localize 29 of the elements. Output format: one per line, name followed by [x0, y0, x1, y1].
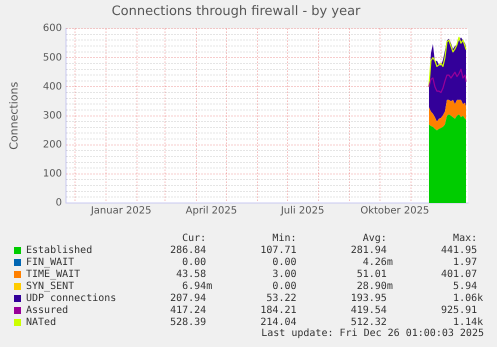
chart-title: Connections through firewall - by year	[112, 4, 362, 20]
y-axis-title: Connections	[7, 82, 20, 150]
legend-label: Established	[26, 244, 94, 256]
legend-label: TIME_WAIT	[26, 268, 82, 280]
text: 528.39 214.04 512.32 1.14k	[169, 316, 484, 328]
text: 0.00 0.00 4.26m 1.97	[181, 256, 478, 268]
text: Last update: Fri Dec 26 01:00:03 2025	[261, 328, 484, 339]
x-tick-label: April 2025	[186, 206, 238, 217]
legend-label: SYN_SENT	[26, 280, 76, 292]
text: 6.94m 0.00 28.90m 5.94	[181, 280, 478, 292]
text: 286.84 107.71 281.94 441.95	[169, 244, 478, 256]
x-tick-label: Januar 2025	[90, 206, 152, 217]
y-tick-label: 300	[42, 110, 62, 122]
legend-label: NATed	[26, 316, 58, 328]
x-tick-label: Juli 2025	[280, 206, 324, 217]
y-tick-label: 200	[42, 139, 62, 150]
text: 207.94 53.22 193.95 1.06k	[169, 292, 484, 304]
legend-label: Assured	[26, 304, 70, 316]
y-tick-label: 500	[42, 52, 62, 64]
y-tick-label: 400	[42, 81, 62, 92]
x-tick-label: Oktober 2025	[360, 206, 430, 217]
text: 43.58 3.00 51.01 401.07	[175, 268, 478, 280]
y-tick-label: 0	[56, 198, 62, 209]
text: 417.24 184.21 419.54 925.91	[169, 304, 478, 316]
legend-label: FIN_WAIT	[26, 256, 76, 268]
y-tick-label: 600	[42, 23, 62, 34]
legend-label: UDP connections	[26, 292, 118, 304]
text: Cur: Min: Avg: Max:	[181, 232, 478, 244]
y-tick-label: 100	[42, 168, 62, 180]
